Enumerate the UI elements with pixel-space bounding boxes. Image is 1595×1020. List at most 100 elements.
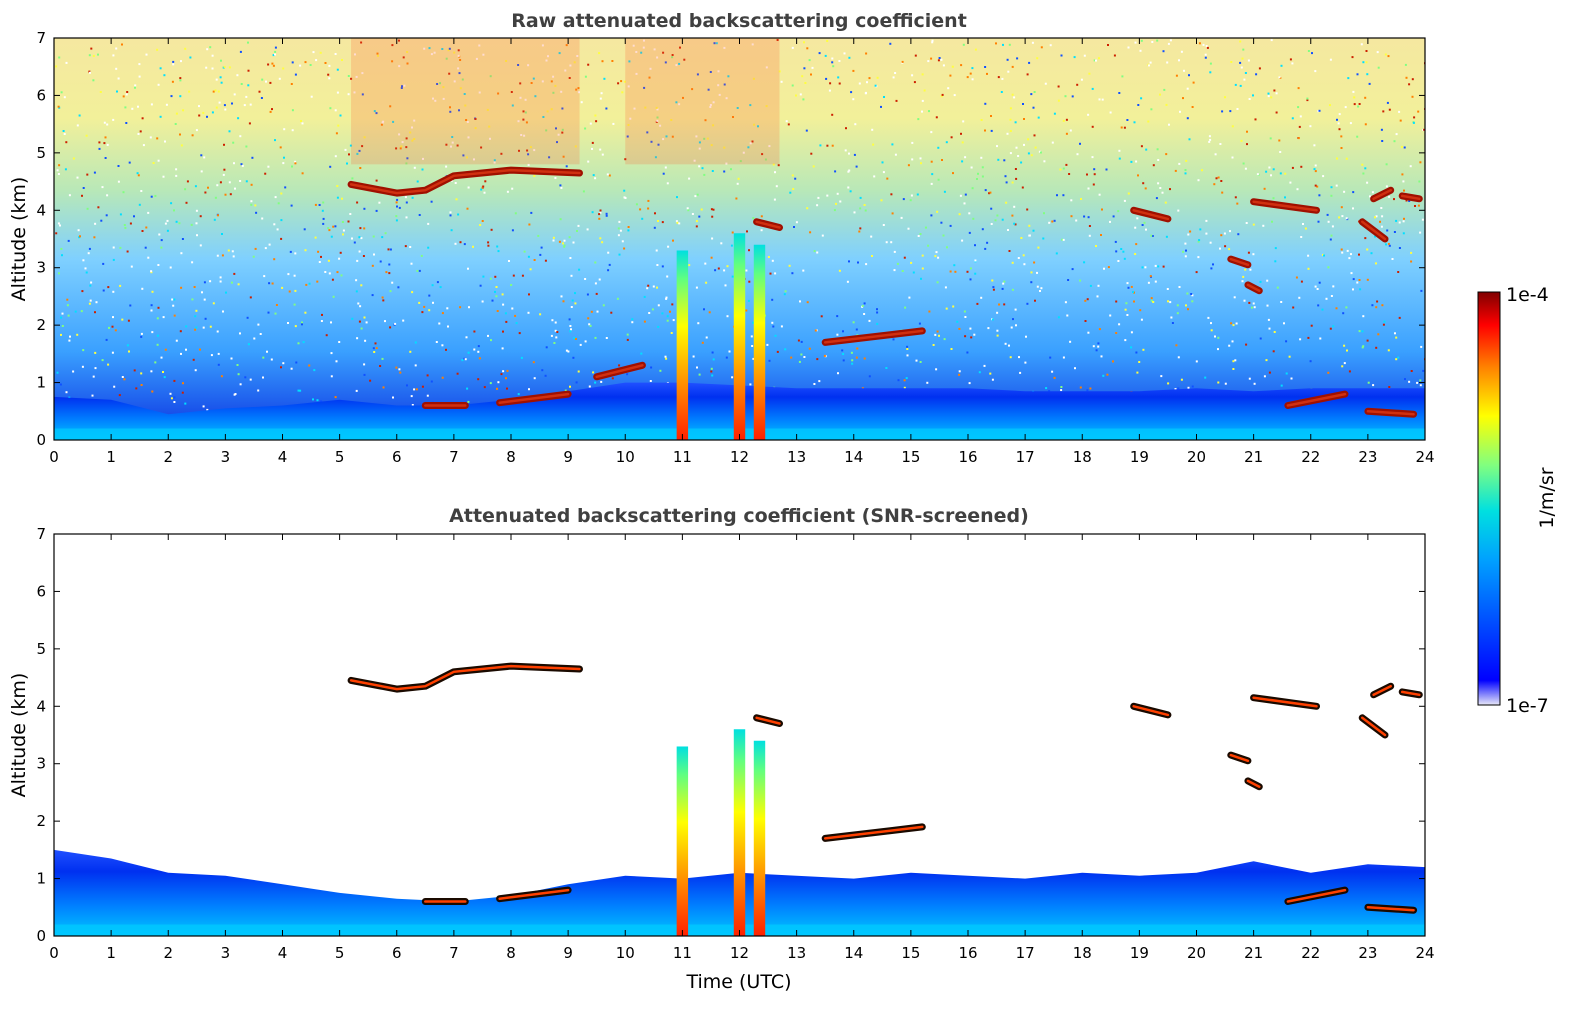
noise-pixel (649, 380, 652, 382)
noise-pixel (322, 217, 325, 220)
noise-pixel (222, 173, 225, 176)
noise-pixel (1244, 268, 1247, 271)
noise-pixel (1346, 349, 1348, 352)
noise-pixel (151, 290, 154, 293)
noise-pixel (342, 229, 345, 232)
noise-pixel (324, 62, 327, 64)
noise-pixel (508, 260, 510, 262)
noise-pixel (1080, 198, 1082, 200)
noise-pixel (996, 329, 999, 332)
noise-pixel (206, 408, 209, 411)
noise-pixel (349, 213, 352, 215)
noise-pixel (495, 295, 498, 298)
noise-pixel (375, 179, 378, 182)
noise-pixel (209, 325, 212, 328)
noise-pixel (1009, 107, 1012, 110)
noise-pixel (164, 140, 166, 143)
noise-pixel (249, 103, 252, 106)
noise-pixel (977, 172, 979, 175)
noise-pixel (510, 91, 513, 93)
noise-pixel (1185, 159, 1188, 162)
noise-pixel (322, 222, 325, 225)
noise-pixel (335, 132, 338, 135)
noise-pixel (1280, 384, 1283, 387)
noise-pixel (1290, 377, 1293, 380)
noise-pixel (372, 235, 375, 238)
noise-pixel (1205, 219, 1208, 222)
noise-pixel (698, 165, 701, 168)
noise-pixel (1088, 72, 1091, 75)
noise-pixel (749, 142, 752, 145)
noise-pixel (1352, 207, 1354, 210)
noise-pixel (244, 376, 247, 379)
noise-pixel (1109, 220, 1111, 223)
noise-pixel (760, 229, 763, 232)
noise-pixel (404, 196, 407, 199)
noise-pixel (1134, 253, 1137, 255)
noise-pixel (247, 343, 250, 346)
noise-pixel (919, 233, 922, 235)
noise-pixel (816, 204, 819, 207)
noise-pixel (1210, 267, 1213, 270)
noise-pixel (1059, 168, 1062, 171)
x-tick-label: 5 (335, 944, 345, 962)
noise-pixel (772, 163, 775, 166)
noise-pixel (1356, 73, 1359, 76)
noise-pixel (185, 348, 187, 351)
noise-pixel (220, 81, 223, 84)
noise-pixel (821, 234, 824, 237)
noise-pixel (659, 124, 662, 127)
noise-pixel (173, 314, 176, 317)
noise-pixel (105, 338, 108, 341)
noise-pixel (958, 373, 961, 376)
noise-pixel (971, 67, 974, 70)
noise-pixel (496, 245, 499, 248)
noise-pixel (723, 269, 726, 272)
x-tick-label: 2 (163, 944, 173, 962)
noise-pixel (1381, 215, 1384, 218)
noise-pixel (1176, 312, 1179, 315)
noise-pixel (656, 264, 659, 266)
cloud-layer-core (1286, 392, 1347, 407)
x-tick-label: 12 (730, 944, 749, 962)
noise-pixel (735, 197, 738, 200)
noise-pixel (712, 358, 715, 361)
noise-pixel (1008, 43, 1011, 46)
noise-pixel (626, 373, 629, 376)
noise-pixel (835, 202, 837, 205)
noise-pixel (163, 376, 166, 379)
noise-pixel (628, 60, 631, 63)
noise-pixel (725, 97, 728, 100)
noise-pixel (1028, 61, 1031, 64)
noise-pixel (842, 359, 845, 362)
noise-pixel (1018, 356, 1020, 359)
noise-pixel (59, 383, 62, 386)
noise-pixel (173, 209, 175, 212)
noise-pixel (240, 83, 243, 85)
noise-pixel (1386, 101, 1389, 104)
noise-pixel (156, 317, 159, 320)
noise-pixel (976, 178, 978, 180)
noise-pixel (1365, 50, 1368, 52)
noise-pixel (1336, 118, 1338, 121)
noise-pixel (1026, 302, 1029, 305)
noise-pixel (1375, 262, 1377, 265)
noise-pixel (436, 281, 439, 284)
noise-pixel (314, 203, 317, 206)
noise-pixel (481, 300, 484, 303)
noise-pixel (935, 251, 938, 254)
noise-pixel (1026, 73, 1029, 76)
noise-pixel (1229, 230, 1231, 233)
noise-pixel (92, 54, 95, 57)
noise-pixel (88, 247, 91, 250)
noise-pixel (1314, 184, 1317, 187)
noise-pixel (865, 52, 868, 55)
noise-pixel (1400, 145, 1403, 148)
noise-pixel (88, 54, 91, 57)
noise-pixel (1348, 370, 1351, 373)
noise-pixel (1141, 224, 1144, 226)
noise-pixel (1288, 355, 1291, 358)
noise-pixel (1178, 59, 1180, 62)
noise-pixel (122, 191, 125, 194)
noise-pixel (1149, 61, 1152, 64)
